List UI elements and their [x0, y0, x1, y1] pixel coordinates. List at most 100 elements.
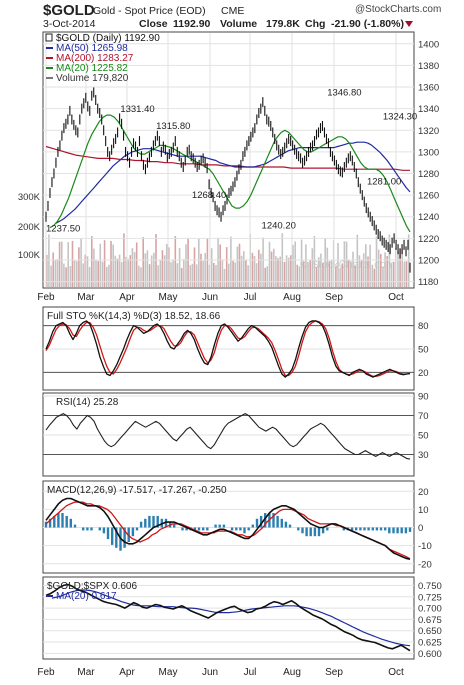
- x-axis-month-label: Apr: [119, 292, 135, 303]
- close-label: Close: [139, 18, 168, 30]
- macd-histogram-bar: [193, 527, 197, 531]
- macd-histogram-bar: [367, 527, 370, 531]
- volume-bar: [108, 264, 110, 287]
- volume-bar: [148, 264, 151, 287]
- macd-histogram-bar: [185, 527, 188, 531]
- ratio-panel-frame: [42, 576, 415, 660]
- x-axis-month-label-bottom: Apr: [119, 667, 135, 678]
- volume-bar: [315, 267, 318, 287]
- sto-k-line: [45, 320, 411, 378]
- volume-bar: [328, 261, 331, 287]
- volume-bar: [382, 266, 384, 287]
- macd-histogram-bar: [326, 527, 329, 531]
- volume-bar: [266, 266, 269, 287]
- macd-histogram-bar: [111, 527, 114, 545]
- price-annotation: 1331.40: [120, 104, 154, 115]
- volume-bar: [163, 255, 166, 287]
- volume-bar: [97, 261, 99, 287]
- volume-bar: [399, 248, 401, 287]
- macd-histogram-bar: [202, 527, 205, 531]
- volume-bar: [313, 235, 316, 287]
- volume-bar: [307, 262, 309, 287]
- volume-bar: [345, 241, 348, 287]
- volume-bar: [292, 244, 294, 287]
- price-annotation: 1237.50: [46, 223, 80, 234]
- volume-bar: [365, 244, 367, 287]
- volume-bar: [275, 256, 277, 287]
- macd-histogram-bar: [317, 527, 321, 537]
- volume-bar: [116, 258, 119, 287]
- price-tick-label: 1260: [418, 191, 439, 202]
- macd-histogram-bar: [206, 527, 209, 531]
- x-axis-month-label: May: [159, 292, 178, 303]
- macd-histogram-bar: [272, 513, 275, 528]
- exchange-label: CME: [221, 5, 244, 17]
- price-annotation: 1315.80: [156, 121, 190, 132]
- price-annotation: 1281.00: [367, 176, 401, 187]
- x-axis-month-label-bottom: May: [159, 667, 178, 678]
- ratio-line: [45, 583, 411, 652]
- volume-bar: [388, 234, 391, 287]
- price-tick-label: 1220: [418, 234, 439, 245]
- volume-bar: [288, 257, 290, 287]
- volume-bar: [283, 262, 286, 287]
- macd-histogram-bar: [280, 518, 283, 528]
- macd-histogram-bar: [284, 521, 288, 528]
- volume-bar: [384, 252, 386, 287]
- volume-bar: [200, 253, 202, 287]
- volume-tick-label: 300K: [18, 192, 41, 203]
- x-axis-month-label: Jun: [202, 292, 218, 303]
- macd-histogram-bar: [106, 527, 110, 540]
- volume-bar: [146, 250, 149, 287]
- price-annotation: 1346.80: [327, 87, 361, 98]
- volume-bar: [296, 264, 299, 287]
- volume-label: Volume: [220, 18, 257, 30]
- ratio-tick-label: 0.675: [418, 615, 442, 626]
- macd-histogram-bar: [181, 527, 184, 531]
- volume-bar: [354, 265, 356, 287]
- price-tick-label: 1240: [418, 212, 439, 223]
- volume-bar: [142, 237, 144, 287]
- macd-histogram-bar: [135, 527, 139, 531]
- price-legend-entry: Volume 179,820: [56, 73, 129, 84]
- volume-bar: [110, 241, 112, 287]
- volume-bar: [178, 247, 181, 287]
- ma200-line: [45, 145, 410, 171]
- sto-tick-label: 80: [418, 321, 429, 332]
- volume-bar: [63, 263, 65, 287]
- volume-bar: [367, 256, 369, 287]
- rsi-tick-label: 90: [418, 392, 429, 403]
- macd-histogram-bar: [69, 518, 72, 528]
- price-tick-label: 1340: [418, 104, 439, 115]
- volume-bar: [213, 263, 215, 287]
- macd-histogram-bar: [342, 527, 345, 531]
- volume-bar: [343, 241, 346, 287]
- volume-bar: [101, 261, 104, 287]
- volume-bar: [84, 254, 87, 287]
- macd-histogram-bar: [371, 527, 374, 531]
- volume-bar: [337, 243, 339, 287]
- macd-histogram-bar: [139, 521, 143, 528]
- rsi-tick-label: 30: [418, 450, 429, 461]
- macd-histogram-bar: [359, 527, 362, 531]
- volume-bar: [270, 251, 273, 287]
- volume-bar: [135, 242, 138, 287]
- volume-bar: [232, 260, 234, 287]
- sto-tick-label: 20: [418, 368, 429, 379]
- volume-bar: [279, 256, 281, 287]
- volume-tick-label: 100K: [18, 250, 41, 261]
- volume-bar: [125, 256, 127, 287]
- macd-tick-label: -10: [418, 541, 432, 552]
- volume-bar: [236, 246, 239, 287]
- close-value: 1192.90: [173, 18, 211, 30]
- macd-legend: MACD(12,26,9) -17.517, -17.267, -0.250: [47, 485, 227, 496]
- x-axis-month-label-bottom: Sep: [325, 667, 343, 678]
- volume-bar: [405, 261, 408, 287]
- volume-bar: [58, 241, 61, 287]
- macd-histogram-bar: [255, 518, 259, 528]
- macd-histogram-bar: [363, 527, 366, 531]
- volume-bar: [56, 259, 59, 287]
- x-axis-month-label-bottom: Feb: [37, 667, 55, 678]
- volume-bar: [260, 253, 262, 287]
